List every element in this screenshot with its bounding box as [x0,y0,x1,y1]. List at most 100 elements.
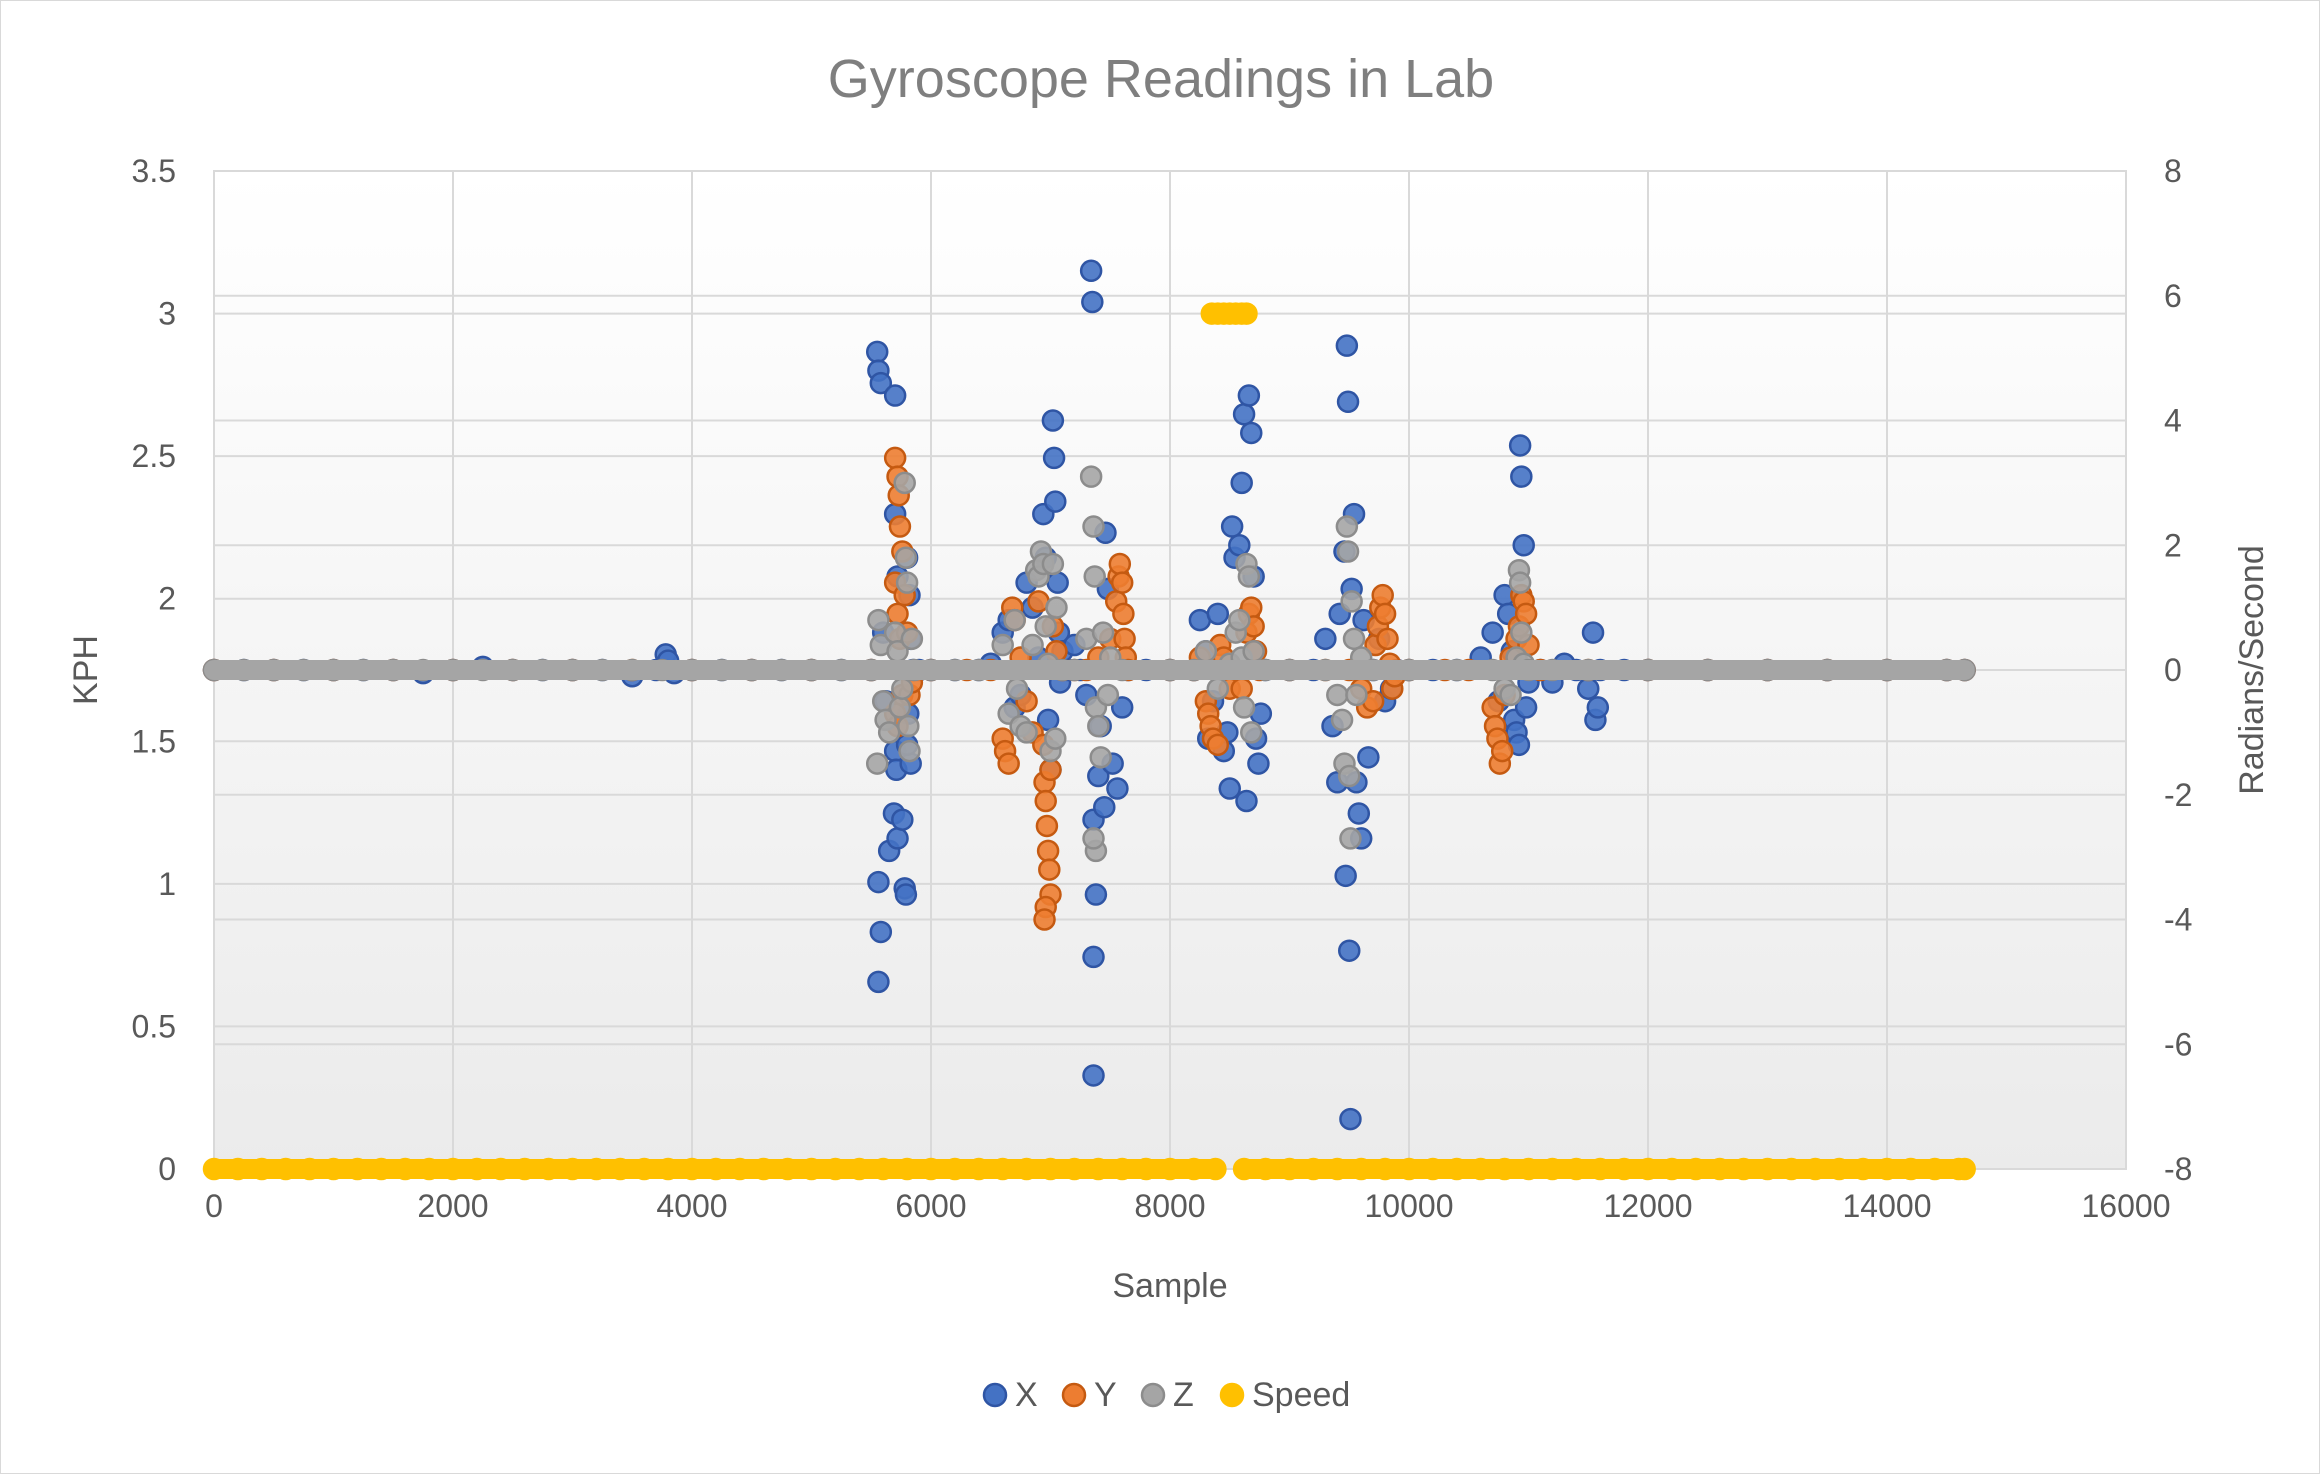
point-x [1338,939,1361,962]
y-tick-label: 0 [158,1151,176,1187]
point-z [877,721,901,744]
point-x [869,371,893,395]
point-z [1021,633,1044,657]
point-x [1044,490,1067,513]
y2-tick-label: -6 [2164,1026,2192,1062]
point-x [1228,534,1251,557]
x-tick-label: 6000 [895,1188,966,1224]
point-x [1237,384,1261,407]
point-z [1044,727,1067,750]
point-x [1082,945,1105,969]
point-z [1510,621,1533,644]
point-y [1110,571,1134,594]
legend-marker [1061,1382,1087,1408]
point-y [1034,789,1057,813]
point-z [1034,615,1057,638]
point-z [888,696,912,719]
point-x [1247,752,1270,775]
point-z [1232,696,1256,719]
y2-tick-label: -2 [2164,777,2192,813]
point-z [1240,721,1263,744]
point-x [1110,696,1134,719]
point-x [1481,621,1504,644]
legend-item-z: Z [1140,1376,1194,1414]
point-x [894,883,918,906]
point-y [1039,758,1062,782]
point-x [1093,795,1116,819]
point-x [1042,446,1066,470]
point-z [865,752,889,775]
point-x [1586,696,1610,719]
point-y [1490,739,1514,763]
point-x [1232,403,1256,426]
point-x [1581,621,1605,644]
point-y [886,602,909,626]
point-z [1228,608,1251,632]
point-y [1230,677,1253,700]
legend-label: X [1015,1376,1038,1414]
point-x [1577,677,1600,700]
x-tick-label: 0 [205,1188,223,1224]
point-x [1084,883,1108,906]
legend-marker [1140,1382,1166,1408]
legend-label: Z [1173,1376,1194,1414]
point-z [1082,827,1105,850]
y2-tick-label: -8 [2164,1151,2192,1187]
y-tick-label: 2.5 [132,438,176,474]
point-z [1091,621,1115,644]
point-y [1113,627,1136,651]
point-z [1242,640,1265,663]
y-tick-label: 1.5 [132,723,176,759]
point-z [1340,590,1363,613]
x-tick-label: 12000 [1604,1188,1693,1224]
point-z [1079,465,1103,488]
y2-tick-label: 4 [2164,403,2182,439]
point-y [1038,858,1061,881]
point-x [1508,434,1532,457]
point-z [1237,565,1261,588]
point-z [1206,677,1230,700]
point-z [1041,552,1065,576]
point-x [1206,602,1230,626]
legend-label: Speed [1252,1376,1350,1414]
point-x [1335,334,1359,357]
point-x [1357,746,1380,769]
legend-item-speed: Speed [1219,1376,1350,1414]
point-x [1347,802,1371,825]
point-x [1512,534,1535,557]
point-z [1083,565,1106,588]
x-tick-label: 14000 [1843,1188,1932,1224]
y-tick-label: 1 [158,866,176,902]
point-z [1345,683,1368,707]
point-z [894,546,918,569]
point-z [1045,596,1068,619]
point-z [1342,627,1366,651]
y-tick-label: 3.5 [132,153,176,189]
point-x [1079,259,1103,283]
point-z [1335,515,1359,538]
point-x [1314,627,1337,651]
point-x [865,340,889,364]
point-x [1510,465,1533,488]
legend-marker [1219,1382,1245,1408]
point-x [1081,290,1104,314]
y2-tick-label: 8 [2164,153,2182,189]
point-z [1326,683,1349,707]
point-z [898,739,921,763]
point-x [886,827,909,850]
point-y [1376,627,1399,651]
y-tick-label: 0.5 [132,1008,176,1044]
point-z [1005,677,1029,700]
point-x [1046,571,1069,594]
point-z [867,608,890,632]
point-y [1373,602,1397,626]
point-x [1235,789,1258,813]
point-x [1230,471,1253,495]
point-z [1194,640,1218,663]
point-y [1206,733,1230,757]
point-x [867,870,890,894]
x-tick-label: 10000 [1365,1188,1454,1224]
point-x [1082,1064,1105,1087]
point-z [1082,515,1105,538]
